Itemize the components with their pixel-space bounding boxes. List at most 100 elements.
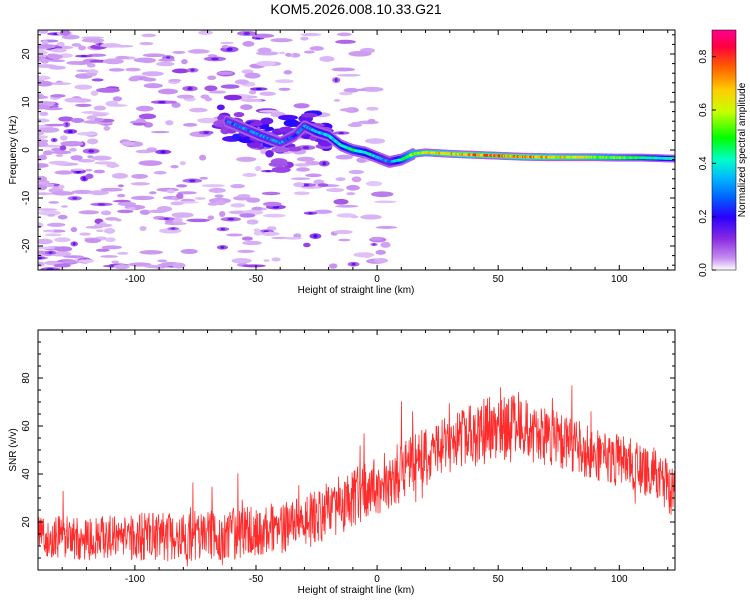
- spectrogram-noise-core: [227, 217, 235, 221]
- spectrogram-noise-core: [158, 101, 166, 104]
- spectrogram-noise-blob: [333, 229, 353, 235]
- spectrogram-noise-core: [52, 138, 56, 142]
- spectrogram-noise-blob: [133, 57, 156, 63]
- spectrogram-noise-blob: [204, 85, 218, 92]
- spectrogram-noise-core: [190, 68, 195, 72]
- spectrogram-noise-blob: [128, 77, 140, 82]
- spectrogram-noise-blob: [126, 207, 137, 210]
- spectrogram-noise-blob: [294, 163, 311, 167]
- spectrogram-noise-blob: [144, 264, 163, 269]
- spectrogram-noise-blob: [84, 238, 102, 244]
- spectrogram-noise-blob: [113, 264, 130, 270]
- spectrogram-noise-blob: [142, 77, 157, 82]
- spectrogram-noise-blob: [259, 91, 276, 96]
- y-tick-label: 0: [21, 147, 32, 153]
- spectrogram-noise-blob: [338, 91, 353, 96]
- spectrogram-noise-core: [67, 130, 73, 133]
- spectrogram-noise-blob: [240, 104, 253, 110]
- spectrogram-noise-blob: [125, 67, 141, 72]
- colorbar-tick-label: 0.0: [698, 263, 709, 277]
- spectrogram-noise-blob: [244, 72, 261, 79]
- spectrogram-noise-blob: [38, 81, 53, 87]
- spectrogram-noise-blob: [38, 238, 53, 245]
- y-tick-label: 80: [21, 372, 32, 384]
- spectrogram-noise-core: [97, 203, 106, 206]
- x-tick-label: 0: [374, 574, 380, 585]
- spectrogram-noise-blob: [266, 226, 277, 231]
- spectrogram-noise-blob: [293, 191, 311, 195]
- spectrogram-noise-blob: [261, 191, 281, 196]
- spectrogram-noise-core: [243, 31, 251, 35]
- spectrogram-noise-blob: [69, 148, 77, 152]
- spectrogram-noise-blob: [246, 219, 259, 225]
- spectrogram-noise-blob: [166, 189, 176, 194]
- spectrogram-noise-blob: [219, 211, 226, 217]
- spectrogram-noise-blob: [241, 236, 253, 241]
- spectrogram-noise-blob: [86, 72, 98, 77]
- spectrogram-noise-blob: [132, 122, 146, 126]
- spectrogram-noise-blob: [51, 191, 75, 196]
- spectrogram-noise-blob: [54, 237, 71, 243]
- spectrogram-noise-blob: [165, 120, 174, 126]
- spectrogram-noise-core: [80, 55, 88, 57]
- y-tick-label: -20: [21, 238, 32, 253]
- y-tick-label: -10: [21, 190, 32, 205]
- colorbar-tick-label: 0.8: [698, 49, 709, 63]
- spectrogram-noise-blob: [111, 260, 120, 264]
- spectrogram-noise-blob: [75, 103, 92, 107]
- spectrogram-noise-blob: [79, 232, 91, 236]
- spectrogram-noise-blob: [138, 160, 163, 166]
- spectrogram-noise-blob: [38, 44, 57, 49]
- spectrogram-noise-blob: [128, 262, 152, 267]
- spectrogram-noise-blob: [346, 192, 356, 196]
- spectrogram-noise-blob: [76, 132, 97, 136]
- spectrogram-noise-blob: [81, 38, 105, 43]
- spectrogram-noise-blob: [198, 30, 213, 35]
- spectrogram-noise-blob: [91, 155, 112, 161]
- spectrogram-noise-blob: [62, 255, 84, 259]
- spectrogram-noise-blob: [326, 188, 345, 193]
- spectrogram-noise-blob: [44, 233, 62, 237]
- spectrogram-noise-blob: [157, 259, 168, 263]
- spectrogram-noise-blob: [100, 43, 123, 48]
- spectrogram-noise-blob: [171, 68, 190, 74]
- colorbar-tick-label: 0.6: [698, 103, 709, 117]
- spectrogram-cluster-blob: [264, 126, 274, 131]
- spectrogram-cluster-blob: [223, 94, 242, 101]
- spectrogram-noise-core: [255, 87, 262, 91]
- spectrogram-cluster-blob: [260, 117, 274, 125]
- spectrogram-noise-blob: [38, 208, 58, 211]
- colorbar-gradient: [711, 29, 737, 271]
- spectrogram-noise-blob: [56, 42, 65, 47]
- y-tick-label: 40: [21, 468, 32, 480]
- spectrogram-noise-blob: [171, 102, 181, 108]
- spectrogram-noise-blob: [201, 184, 226, 188]
- snr-series-line: [38, 385, 675, 567]
- figure-title: KOM5.2026.008.10.33.G21: [270, 1, 441, 17]
- x-tick-label: 50: [493, 274, 505, 285]
- spectrogram-noise-blob: [55, 154, 64, 157]
- spectrogram-noise-blob: [92, 112, 108, 117]
- spectrogram-noise-core: [226, 47, 233, 52]
- spectrogram-noise-blob: [172, 221, 184, 225]
- x-tick-label: -100: [125, 574, 145, 585]
- spectrogram-noise-blob: [254, 165, 262, 172]
- spectrogram-noise-blob: [208, 90, 226, 94]
- spectrogram-noise-blob: [181, 58, 188, 65]
- spectrogram-noise-blob: [335, 154, 353, 160]
- spectrogram-noise-blob: [313, 209, 333, 214]
- spectrogram-noise-blob: [253, 230, 263, 236]
- spectrogram-noise-blob: [293, 182, 305, 188]
- spectrogram-noise-blob: [50, 94, 66, 98]
- spectrogram-noise-core: [220, 227, 226, 231]
- spectrogram-noise-blob: [143, 122, 154, 128]
- spectrogram-noise-blob: [188, 107, 208, 113]
- snr-x-ticks: -100 -50 0 50 100: [37, 330, 669, 585]
- spectrogram-noise-blob: [200, 94, 210, 99]
- spectrogram-cluster-blob: [268, 161, 289, 168]
- spectrogram-noise-blob: [343, 88, 360, 93]
- spectrogram-noise-blob: [338, 238, 351, 242]
- spectrogram-noise-blob: [117, 209, 134, 214]
- spectrogram-noise-blob: [370, 236, 383, 241]
- spectrogram-noise-blob: [197, 117, 220, 124]
